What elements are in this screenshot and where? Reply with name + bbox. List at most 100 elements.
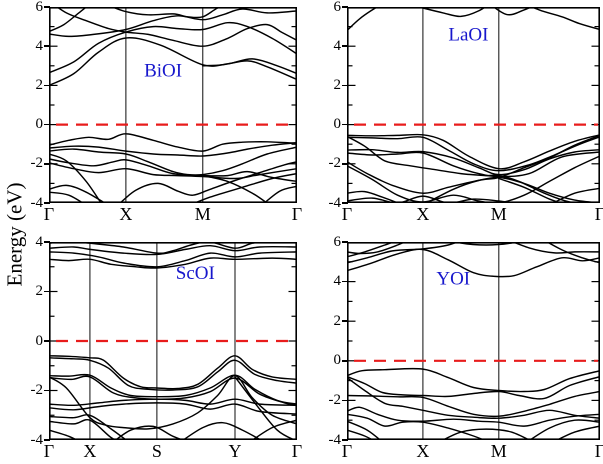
y-tick-label: 0	[35, 116, 44, 133]
band-curve	[425, 134, 600, 203]
y-tick-mark	[44, 389, 50, 392]
panel-plot-yoi: YOI	[347, 242, 600, 440]
band-curve	[347, 195, 517, 203]
band-curve	[347, 413, 486, 440]
kpoint-label-Γ: Γ	[291, 204, 303, 224]
y-tick-label: 0	[333, 116, 342, 133]
y-tick-label: -4	[30, 194, 44, 211]
panel-title-scoi: ScOI	[176, 263, 215, 284]
kpoint-label-Γ: Γ	[43, 441, 55, 461]
band-curve	[49, 398, 297, 407]
band-curve	[49, 153, 102, 203]
band-curve	[49, 8, 297, 38]
y-tick-mark	[44, 123, 50, 126]
axis-frame	[347, 7, 600, 203]
band-curve	[49, 146, 297, 176]
kpoint-label-X: X	[83, 441, 97, 461]
band-curve	[347, 420, 382, 440]
y-tick-mark	[44, 163, 50, 165]
band-curve	[498, 177, 564, 203]
y-tick-label: -2	[30, 155, 44, 172]
kpoint-label-X: X	[416, 441, 430, 461]
y-tick-mark	[342, 439, 348, 441]
band-curve	[49, 375, 297, 407]
kpoint-label-Y: Y	[228, 441, 242, 461]
band-curve	[347, 390, 600, 418]
band-curve	[263, 185, 297, 203]
y-tick-mark	[342, 123, 348, 126]
panel-plot-scoi: ScOI	[49, 242, 297, 440]
band-curve	[49, 21, 297, 74]
band-curve	[49, 357, 297, 391]
band-curve	[347, 151, 600, 178]
band-curve	[453, 242, 520, 246]
band-curve	[49, 414, 128, 440]
y-tick-mark	[342, 280, 348, 283]
kpoint-label-S: S	[151, 441, 162, 461]
band-curve	[182, 421, 263, 440]
y-tick-label: 0	[333, 352, 342, 369]
band-curve	[55, 7, 297, 47]
band-curve	[49, 184, 107, 203]
band-curve	[49, 257, 297, 269]
y-tick-label: 4	[35, 233, 44, 250]
band-curve	[49, 355, 297, 390]
y-tick-label: -2	[328, 155, 342, 172]
y-tick-mark	[44, 84, 50, 87]
y-tick-label: -4	[30, 431, 44, 448]
y-tick-mark	[342, 241, 348, 243]
y-axis-ticks	[50, 242, 296, 440]
band-curve	[119, 161, 297, 203]
y-tick-label: 6	[35, 0, 44, 15]
band-curve	[234, 376, 297, 440]
band-curve	[110, 7, 222, 19]
band-curve	[347, 7, 379, 32]
band-curve	[49, 244, 297, 256]
panel-yoi: YOI	[347, 242, 600, 440]
band-curve	[347, 133, 600, 170]
y-tick-mark	[44, 439, 50, 441]
y-tick-mark	[44, 290, 50, 293]
y-tick-label: -4	[328, 194, 342, 211]
band-curve	[347, 248, 600, 278]
kpoint-label-M: M	[490, 441, 507, 461]
band-curve	[49, 374, 297, 430]
kpoint-label-M: M	[194, 204, 211, 224]
band-curve	[511, 242, 600, 254]
y-tick-label: -2	[328, 391, 342, 408]
kpoint-label-M: M	[490, 204, 507, 224]
y-tick-mark	[44, 202, 50, 204]
y-tick-label: 6	[333, 0, 342, 15]
kpoint-label-Γ: Γ	[594, 441, 603, 461]
band-curve	[49, 373, 297, 405]
band-curve	[49, 251, 297, 268]
band-curve	[347, 242, 396, 258]
band-curve	[555, 425, 600, 440]
band-curve	[202, 60, 297, 81]
y-tick-mark	[342, 202, 348, 204]
y-tick-mark	[342, 360, 348, 362]
panel-plot-bioi: BiOI	[49, 7, 297, 203]
band-curve	[49, 133, 297, 152]
y-tick-mark	[342, 163, 348, 165]
y-tick-mark	[44, 6, 50, 8]
y-tick-label: 2	[333, 76, 342, 93]
band-curve	[347, 376, 600, 420]
y-tick-mark	[342, 6, 348, 8]
axis-frame	[347, 242, 600, 440]
kpoint-label-Γ: Γ	[341, 441, 353, 461]
panel-scoi: ScOI	[49, 242, 297, 440]
band-curve	[530, 7, 600, 31]
band-curve	[347, 148, 600, 176]
kpoint-label-X: X	[119, 204, 133, 224]
band-curve	[347, 135, 583, 203]
y-tick-mark	[342, 45, 348, 47]
band-curve	[347, 242, 460, 264]
band-curve	[347, 375, 600, 400]
band-curve	[347, 367, 600, 393]
panel-title-bioi: BiOI	[144, 61, 182, 82]
band-curve	[347, 429, 375, 440]
band-curve	[49, 158, 297, 183]
y-tick-label: 6	[333, 233, 342, 250]
